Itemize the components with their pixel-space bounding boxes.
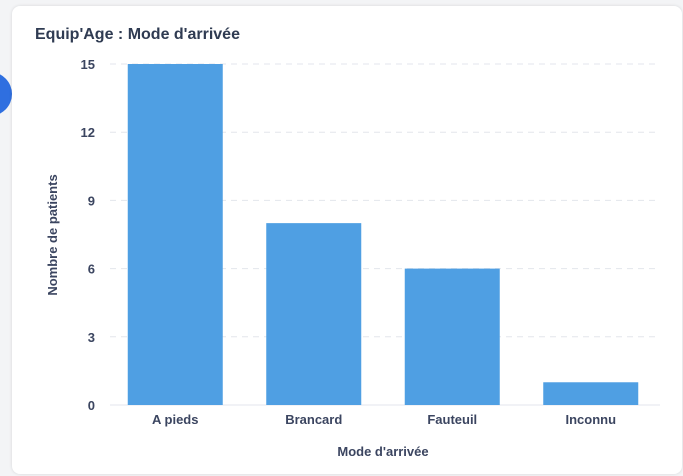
x-tick-label: Inconnu [565,412,616,427]
bar-fauteuil[interactable] [404,268,500,405]
side-panel-toggle[interactable] [0,72,12,116]
y-axis-title: Nombre de patients [45,174,60,295]
y-tick-label: 6 [88,262,95,277]
bar-inconnu[interactable] [543,382,639,405]
y-tick-label: 9 [88,193,95,208]
y-tick-label: 12 [81,125,95,140]
bar-a-pieds[interactable] [127,64,223,405]
y-tick-label: 0 [88,398,95,413]
x-axis-ticks: A pieds Brancard Fauteuil Inconnu [152,412,616,427]
y-axis-ticks: 0 3 6 9 12 15 [81,57,95,413]
y-tick-label: 3 [88,330,95,345]
x-tick-label: Fauteuil [427,412,477,427]
chart-title: Equip'Age : Mode d'arrivée [35,26,240,43]
bar-brancard[interactable] [266,223,362,405]
x-tick-label: Brancard [285,412,342,427]
x-tick-label: A pieds [152,412,198,427]
bars [127,64,639,405]
x-axis-title: Mode d'arrivée [337,444,428,459]
y-tick-label: 15 [81,57,95,72]
